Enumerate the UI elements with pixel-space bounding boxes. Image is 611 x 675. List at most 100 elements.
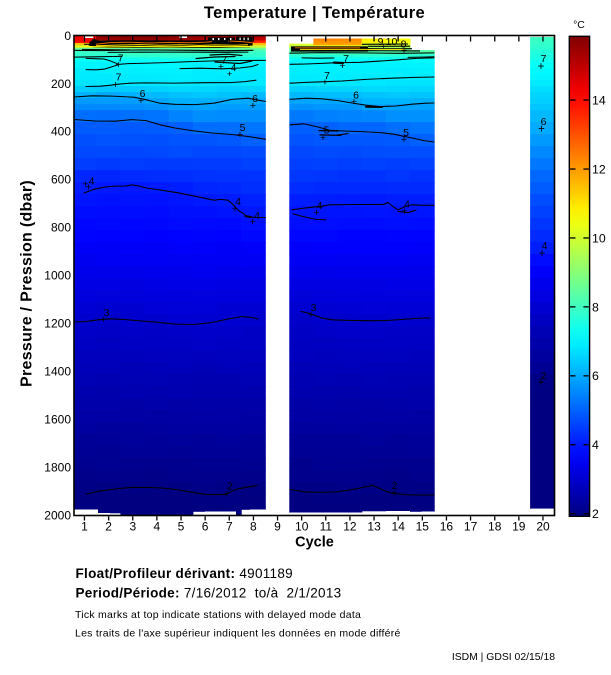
- svg-text:+: +: [351, 96, 357, 108]
- svg-text:Temperature | Température: Temperature | Température: [204, 4, 425, 22]
- svg-text:6: 6: [541, 116, 547, 128]
- svg-text:Cycle: Cycle: [295, 535, 334, 551]
- svg-text:14: 14: [592, 94, 606, 108]
- svg-text:3: 3: [104, 307, 110, 319]
- svg-text:6: 6: [353, 90, 359, 102]
- svg-text:+: +: [538, 377, 545, 389]
- svg-text:+: +: [401, 206, 407, 218]
- svg-text:+: +: [250, 100, 256, 112]
- svg-text:8: 8: [250, 520, 257, 534]
- svg-text:6: 6: [592, 369, 599, 383]
- svg-text:4: 4: [254, 210, 260, 222]
- svg-text:7: 7: [324, 70, 330, 82]
- svg-text:+: +: [339, 60, 345, 72]
- svg-text:6: 6: [252, 93, 258, 105]
- svg-text:Pressure / Pression (dbar): Pressure / Pression (dbar): [19, 180, 36, 387]
- svg-text:17: 17: [464, 520, 478, 534]
- svg-text:+: +: [538, 123, 545, 135]
- svg-text:+: +: [391, 488, 397, 500]
- svg-text:+: +: [218, 61, 224, 73]
- svg-text:1: 1: [81, 520, 88, 534]
- svg-text:+: +: [92, 35, 97, 45]
- svg-text:600: 600: [51, 173, 71, 187]
- svg-text:ISDM | GDSI 02/15/18: ISDM | GDSI 02/15/18: [452, 652, 555, 663]
- svg-text:Les traits de l'axe supérieur: Les traits de l'axe supérieur indiquent …: [75, 628, 401, 640]
- svg-text:+: +: [113, 79, 119, 91]
- svg-text:10: 10: [592, 231, 606, 245]
- svg-text:8: 8: [401, 38, 407, 50]
- svg-text:+: +: [227, 69, 233, 80]
- svg-text:16: 16: [440, 520, 454, 534]
- svg-text:1000: 1000: [44, 269, 71, 283]
- svg-text:+: +: [138, 95, 144, 107]
- svg-text:4: 4: [235, 196, 241, 208]
- svg-text:19: 19: [512, 520, 526, 534]
- svg-text:+: +: [115, 59, 121, 71]
- svg-text:+: +: [401, 46, 407, 57]
- svg-text:°C: °C: [573, 19, 585, 31]
- svg-text:Period/Période: 7/16/2012 to/: Period/Période: 7/16/2012 to/à 2/1/2013: [76, 586, 342, 601]
- svg-text:7: 7: [116, 72, 122, 84]
- svg-text:4: 4: [154, 520, 161, 534]
- svg-text:1800: 1800: [44, 460, 71, 474]
- svg-text:5: 5: [324, 124, 330, 136]
- svg-text:1400: 1400: [44, 365, 71, 379]
- svg-text:800: 800: [51, 221, 71, 235]
- svg-text:10: 10: [295, 520, 309, 534]
- svg-text:13: 13: [367, 520, 381, 534]
- svg-text:5: 5: [240, 122, 246, 134]
- svg-text:+: +: [320, 132, 326, 144]
- svg-text:5: 5: [178, 520, 185, 534]
- svg-text:2: 2: [105, 520, 112, 534]
- svg-text:6: 6: [140, 88, 146, 100]
- svg-text:+: +: [381, 42, 386, 52]
- svg-text:15: 15: [416, 520, 430, 534]
- svg-text:2000: 2000: [44, 508, 71, 522]
- svg-text:1200: 1200: [44, 317, 71, 331]
- svg-text:7: 7: [221, 55, 227, 67]
- svg-text:2: 2: [392, 480, 398, 492]
- svg-text:7: 7: [343, 53, 349, 65]
- svg-text:+: +: [237, 129, 243, 141]
- svg-text:11: 11: [320, 520, 333, 534]
- svg-text:7: 7: [541, 53, 547, 65]
- svg-text:3: 3: [311, 302, 317, 314]
- svg-text:2: 2: [227, 481, 233, 493]
- svg-text:18: 18: [488, 520, 502, 534]
- svg-text:+: +: [250, 216, 256, 228]
- svg-text:4: 4: [231, 63, 237, 74]
- svg-text:+: +: [82, 178, 88, 190]
- svg-text:2: 2: [541, 370, 547, 382]
- svg-text:7: 7: [118, 53, 124, 65]
- svg-text:12: 12: [592, 162, 606, 176]
- svg-text:4: 4: [592, 438, 599, 452]
- svg-text:14: 14: [392, 520, 406, 534]
- svg-text:7: 7: [226, 520, 233, 534]
- svg-text:4: 4: [317, 200, 323, 212]
- svg-text:+: +: [100, 314, 106, 326]
- svg-text:4: 4: [89, 176, 95, 188]
- svg-text:20: 20: [536, 520, 550, 534]
- svg-text:+: +: [539, 248, 546, 260]
- svg-text:+: +: [224, 488, 230, 500]
- svg-text:5: 5: [403, 127, 409, 139]
- svg-text:6: 6: [202, 520, 209, 534]
- svg-text:12: 12: [343, 520, 357, 534]
- svg-text:10: 10: [386, 36, 398, 48]
- svg-text:2: 2: [592, 507, 599, 521]
- svg-text:Float/Profileur dérivant: 4901: Float/Profileur dérivant: 4901189: [76, 566, 294, 581]
- svg-text:8: 8: [592, 300, 599, 314]
- svg-text:+: +: [85, 181, 91, 193]
- svg-text:4: 4: [404, 199, 410, 211]
- svg-text:400: 400: [51, 125, 71, 139]
- svg-text:+: +: [232, 203, 238, 215]
- svg-text:3: 3: [129, 520, 136, 534]
- svg-text:9: 9: [274, 520, 281, 534]
- svg-text:0: 0: [64, 29, 71, 43]
- svg-text:9: 9: [378, 36, 384, 48]
- svg-text:Tick marks at top indicate sta: Tick marks at top indicate stations with…: [75, 609, 361, 621]
- svg-text:200: 200: [51, 77, 71, 91]
- svg-text:1600: 1600: [44, 413, 71, 427]
- svg-text:+: +: [401, 134, 407, 146]
- svg-text:4: 4: [542, 240, 548, 252]
